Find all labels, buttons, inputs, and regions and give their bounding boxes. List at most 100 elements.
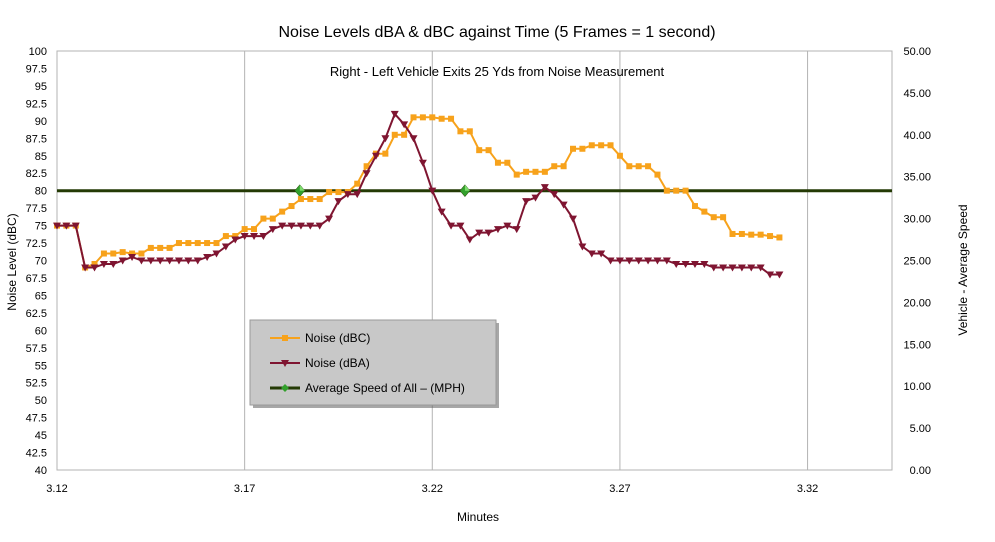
data-point <box>410 114 417 121</box>
left-tick-label: 97.5 <box>26 63 47 75</box>
data-point <box>334 198 343 206</box>
data-point <box>91 260 98 267</box>
data-point <box>757 231 764 238</box>
data-point <box>81 264 90 272</box>
data-point <box>682 187 689 194</box>
data-point <box>448 115 455 122</box>
data-point <box>109 260 118 268</box>
data-point <box>165 257 174 265</box>
legend-item: Average Speed of All – (MPH) <box>270 381 465 395</box>
left-tick-label: 70 <box>35 256 47 268</box>
left-tick-label: 52.5 <box>26 378 47 390</box>
left-tick-label: 82.5 <box>26 168 47 180</box>
legend-label: Noise (dBC) <box>305 331 370 345</box>
data-point <box>203 254 212 262</box>
data-point <box>146 257 155 265</box>
data-point <box>281 360 289 367</box>
data-point <box>484 229 493 237</box>
data-point <box>174 257 183 265</box>
data-point <box>531 194 540 202</box>
data-point <box>465 236 474 244</box>
data-point <box>316 196 323 203</box>
left-tick-label: 85 <box>35 151 47 163</box>
data-point <box>775 271 784 279</box>
data-point-highlight <box>299 184 305 191</box>
right-axis-ticks: 50.00 45.00 40.00 35.00 30.00 25.00 20.00 15.00… <box>903 46 931 477</box>
data-point <box>654 171 661 178</box>
data-point-highlight <box>464 184 470 191</box>
data-point <box>260 215 267 222</box>
data-point <box>53 222 61 230</box>
right-tick-label: 5.00 <box>910 423 931 435</box>
right-tick-label: 40.00 <box>903 130 931 142</box>
data-point <box>540 184 549 192</box>
x-tick-label: 3.32 <box>797 483 818 495</box>
data-point <box>635 163 642 170</box>
data-point <box>185 240 192 247</box>
data-point <box>100 250 107 257</box>
data-point <box>504 159 511 166</box>
left-tick-label: 80 <box>35 186 47 198</box>
data-point <box>315 222 324 230</box>
left-tick-label: 72.5 <box>26 238 47 250</box>
data-point <box>296 222 305 230</box>
right-tick-label: 45.00 <box>903 88 931 100</box>
data-point <box>653 257 662 265</box>
series-layer <box>53 110 892 279</box>
legend-label: Noise (dBA) <box>305 356 370 370</box>
data-point <box>240 233 249 241</box>
data-point <box>738 230 745 237</box>
data-point <box>306 222 315 230</box>
left-tick-label: 55 <box>35 360 47 372</box>
data-point <box>551 163 558 170</box>
left-axis-ticks: 100 97.5 95 92.5 90 87.5 85 82.5 80 77.5 75 72.5 70 6… <box>26 46 47 477</box>
data-point <box>645 163 652 170</box>
right-tick-label: 50.00 <box>903 46 931 58</box>
data-point <box>221 243 230 251</box>
left-tick-label: 62.5 <box>26 308 47 320</box>
data-point <box>662 257 671 265</box>
data-point <box>326 189 333 196</box>
data-point <box>523 168 530 175</box>
left-tick-label: 60 <box>35 325 47 337</box>
data-point <box>476 147 483 154</box>
data-point <box>90 264 99 272</box>
data-point <box>587 250 596 258</box>
data-point <box>166 244 173 251</box>
left-tick-label: 87.5 <box>26 133 47 145</box>
data-point <box>456 222 465 230</box>
data-point <box>99 260 108 268</box>
data-point <box>466 128 473 135</box>
data-point <box>250 233 259 241</box>
data-point <box>709 264 718 272</box>
data-point <box>362 170 371 178</box>
x-tick-label: 3.12 <box>46 483 67 495</box>
data-point <box>194 240 201 247</box>
data-point <box>681 260 690 268</box>
data-point <box>494 159 501 166</box>
series-noise-dba <box>53 110 784 279</box>
left-tick-label: 65 <box>35 290 47 302</box>
left-tick-label: 90 <box>35 116 47 128</box>
data-point <box>588 142 595 149</box>
data-point <box>418 159 427 167</box>
right-tick-label: 15.00 <box>903 339 931 351</box>
right-tick-label: 0.00 <box>910 465 931 477</box>
legend-items: Noise (dBC) Noise (dBA) Average Speed of A… <box>270 331 465 395</box>
data-point <box>532 168 539 175</box>
legend-label: Average Speed of All – (MPH) <box>305 381 465 395</box>
right-axis-title: Vehicle - Average Speed <box>956 204 970 335</box>
right-tick-label: 20.00 <box>903 297 931 309</box>
data-point <box>175 240 182 247</box>
data-point <box>282 335 288 341</box>
data-point <box>128 254 137 262</box>
data-point <box>419 114 426 121</box>
legend: Noise (dBC) Noise (dBA) Average Speed of A… <box>249 319 499 408</box>
x-tick-label: 3.27 <box>609 483 630 495</box>
data-point <box>663 187 670 194</box>
left-axis-title: Noise Level (dBC) <box>5 213 19 310</box>
data-point <box>720 214 727 221</box>
data-point <box>598 142 605 149</box>
left-tick-label: 50 <box>35 395 47 407</box>
